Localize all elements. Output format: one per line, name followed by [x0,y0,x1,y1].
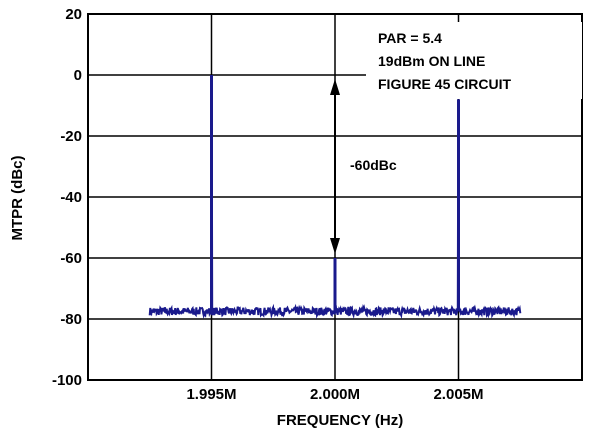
y-tick-labels: 20 0 -20 -40 -60 -80 -100 [52,6,82,389]
y-tick-label: -100 [52,372,82,389]
x-axis-title: FREQUENCY (Hz) [277,412,403,429]
x-tick-label: 1.995M [186,386,236,403]
x-tick-label: 2.000M [310,386,360,403]
annotation-par: PAR = 5.4 [378,30,442,46]
y-tick-label: 20 [65,6,82,23]
series-layer [148,74,522,320]
arrow-head-up [330,79,340,95]
y-tick-label: -20 [60,128,82,145]
y-tick-label: -40 [60,189,82,206]
x-tick-label: 2.005M [433,386,483,403]
plot-frame [87,13,583,381]
y-tick-label: -80 [60,311,82,328]
annotation-level: 19dBm ON LINE [378,53,485,69]
arrow-head-down [330,238,340,254]
annotation-delta: -60dBc [350,157,397,173]
delta-label-bg [347,152,421,176]
x-tick-labels: 1.995M 2.000M 2.005M [186,386,483,403]
annotation-box [366,22,582,99]
y-tick-label: 0 [74,67,82,84]
annotation-figure: FIGURE 45 CIRCUIT [378,76,511,92]
y-axis-title: MTPR (dBc) [9,156,26,241]
delta-arrow [330,79,340,254]
y-tick-label: -60 [60,250,82,267]
